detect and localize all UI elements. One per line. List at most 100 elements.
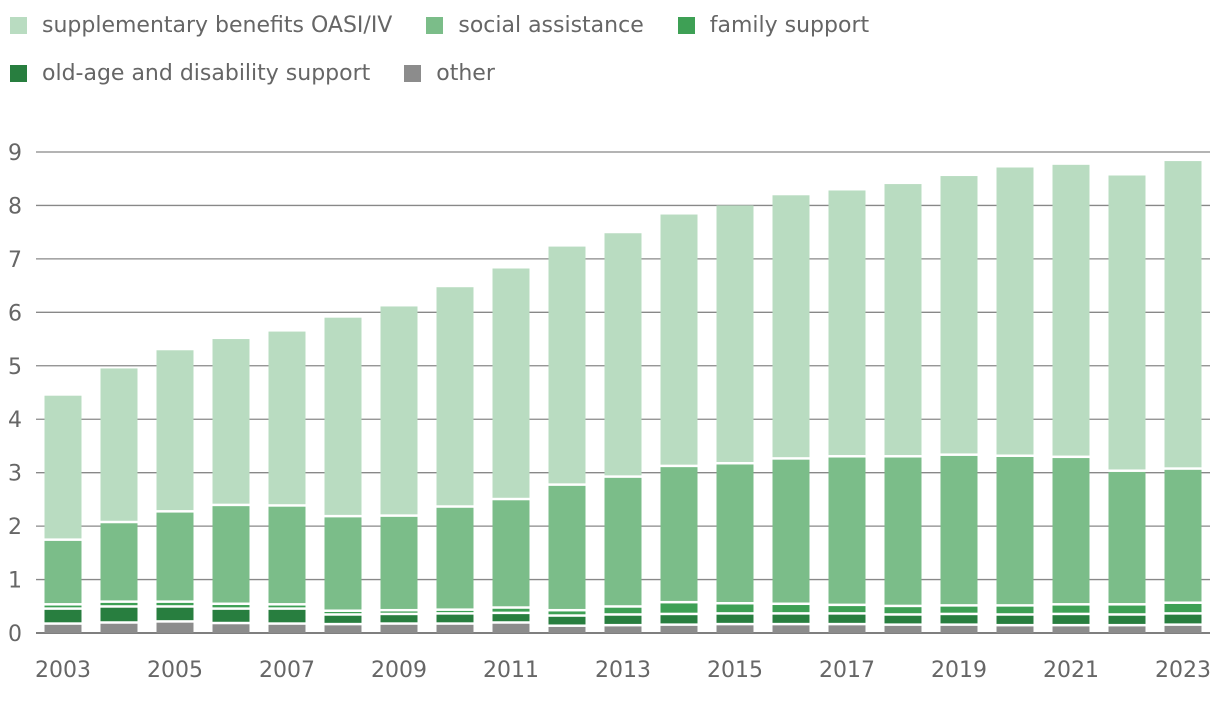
legend-swatch-supplementary-benefits [10, 16, 27, 34]
bar-2011-social-assistance [492, 500, 530, 607]
x-axis-ticks: 2003 2005 2007 2009 2011 2013 2015 2017 2019 2021… [35, 658, 1211, 683]
bar-2006-family-support [212, 605, 250, 608]
legend-swatch-family-support [677, 16, 695, 34]
bar-2010-supplementary-benefits-oasi-iv [436, 287, 474, 506]
bar-2012-family-support [548, 611, 586, 615]
bar-2023-supplementary-benefits-oasi-iv [1164, 161, 1202, 468]
bar-2021-family-support [1052, 605, 1090, 613]
bar-2011-other [492, 623, 530, 633]
bar-2012-social-assistance [548, 485, 586, 609]
bar-2013-old-age-and-disability-support [604, 615, 642, 624]
bar-2014-supplementary-benefits-oasi-iv [660, 214, 698, 465]
bar-2014-other [660, 625, 698, 633]
bar-2004-family-support [100, 602, 138, 606]
bar-2018-old-age-and-disability-support [884, 615, 922, 624]
y-tick-label-4: 4 [8, 408, 22, 433]
legend-label-family-support: family support [709, 12, 870, 38]
bar-2021-supplementary-benefits-oasi-iv [1052, 164, 1090, 456]
bar-2019-supplementary-benefits-oasi-iv [940, 176, 978, 454]
bar-2005-supplementary-benefits-oasi-iv [156, 350, 194, 511]
bar-2023-family-support [1164, 603, 1202, 613]
y-tick-label-6: 6 [8, 301, 22, 326]
bar-2017-social-assistance [828, 457, 866, 604]
bars [44, 161, 1202, 633]
bar-2006-social-assistance [212, 506, 250, 603]
bar-2014-family-support [660, 603, 698, 613]
bar-2013-family-support [604, 607, 642, 614]
bar-2021-social-assistance [1052, 458, 1090, 604]
legend-swatch-social-assistance [426, 16, 444, 34]
y-tick-label-0: 0 [8, 622, 22, 647]
bar-2016-social-assistance [772, 459, 810, 603]
bar-2010-old-age-and-disability-support [436, 614, 474, 623]
bar-2006-supplementary-benefits-oasi-iv [212, 339, 250, 504]
y-tick-label-1: 1 [8, 569, 22, 594]
bar-2003-family-support [44, 605, 82, 608]
x-tick-label-2003: 2003 [35, 658, 91, 683]
bar-2009-other [380, 624, 418, 633]
bar-2015-other [716, 625, 754, 633]
bar-2010-other [436, 624, 474, 633]
bar-2003-supplementary-benefits-oasi-iv [44, 395, 82, 539]
bar-2012-supplementary-benefits-oasi-iv [548, 246, 586, 484]
bar-2007-old-age-and-disability-support [268, 609, 306, 623]
bar-2015-family-support [716, 604, 754, 613]
bar-2004-supplementary-benefits-oasi-iv [100, 368, 138, 521]
bar-2023-social-assistance [1164, 469, 1202, 602]
legend-item-old-age-disability: old-age and disability support [10, 61, 370, 86]
bar-2020-family-support [996, 606, 1034, 614]
bar-2009-family-support [380, 611, 418, 613]
bar-2014-social-assistance [660, 467, 698, 601]
bar-2022-supplementary-benefits-oasi-iv [1108, 175, 1146, 470]
bar-2021-old-age-and-disability-support [1052, 615, 1090, 624]
bar-2011-family-support [492, 608, 530, 612]
bar-2008-other [324, 625, 362, 633]
bar-2009-social-assistance [380, 516, 418, 609]
bar-2015-supplementary-benefits-oasi-iv [716, 205, 754, 462]
bar-2022-family-support [1108, 605, 1146, 614]
legend-label-other: other [436, 60, 495, 86]
bar-2005-other [156, 622, 194, 633]
bar-2013-social-assistance [604, 477, 642, 606]
bar-2020-social-assistance [996, 456, 1034, 605]
bar-2020-other [996, 626, 1034, 633]
bar-2008-family-support [324, 611, 362, 614]
bar-2013-other [604, 626, 642, 633]
legend-label-supplementary-benefits: supplementary benefits OASI/IV [42, 12, 393, 38]
bar-2004-social-assistance [100, 523, 138, 601]
bar-2003-social-assistance [44, 540, 82, 604]
bar-2005-family-support [156, 602, 194, 606]
bar-2017-other [828, 625, 866, 633]
bar-2011-supplementary-benefits-oasi-iv [492, 268, 530, 498]
bar-2005-old-age-and-disability-support [156, 607, 194, 621]
x-tick-label-2005: 2005 [147, 658, 203, 683]
bar-2018-supplementary-benefits-oasi-iv [884, 184, 922, 456]
bar-2008-supplementary-benefits-oasi-iv [324, 317, 362, 515]
bar-2006-other [212, 624, 250, 633]
bar-2010-family-support [436, 610, 474, 613]
bar-2020-old-age-and-disability-support [996, 615, 1034, 624]
x-tick-label-2011: 2011 [483, 658, 539, 683]
bar-2014-old-age-and-disability-support [660, 615, 698, 624]
bar-2020-supplementary-benefits-oasi-iv [996, 167, 1034, 455]
bar-2004-other [100, 623, 138, 633]
legend-item-family-support: family support [677, 12, 870, 38]
legend-label-old-age-disability: old-age and disability support [42, 60, 371, 86]
x-tick-label-2007: 2007 [259, 658, 315, 683]
bar-2006-old-age-and-disability-support [212, 609, 250, 622]
x-tick-label-2019: 2019 [931, 658, 987, 683]
y-tick-label-9: 9 [8, 141, 22, 166]
bar-2004-old-age-and-disability-support [100, 607, 138, 622]
bar-2008-old-age-and-disability-support [324, 615, 362, 623]
x-tick-label-2023: 2023 [1155, 658, 1211, 683]
bar-2023-other [1164, 625, 1202, 633]
legend-swatch-other [404, 64, 422, 82]
bar-2007-supplementary-benefits-oasi-iv [268, 331, 306, 505]
bar-2011-old-age-and-disability-support [492, 614, 530, 622]
y-tick-label-7: 7 [8, 248, 22, 273]
bar-2019-family-support [940, 606, 978, 613]
y-tick-label-3: 3 [8, 462, 22, 487]
bar-2023-old-age-and-disability-support [1164, 614, 1202, 624]
x-tick-label-2021: 2021 [1043, 658, 1099, 683]
